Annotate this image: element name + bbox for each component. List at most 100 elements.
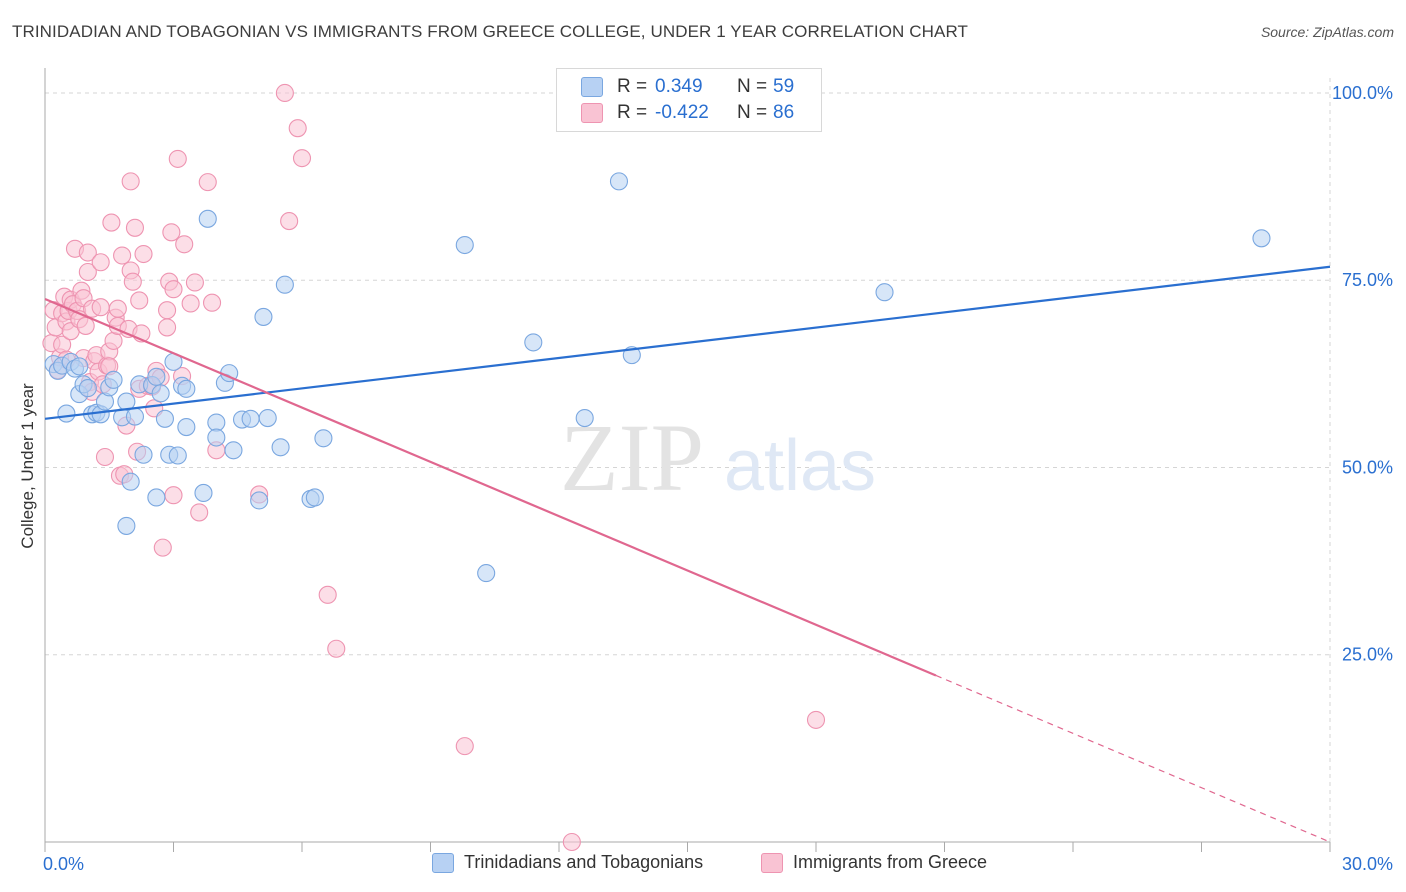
- greece-point: [164, 280, 183, 299]
- greece-point: [175, 235, 194, 254]
- greece-point: [275, 83, 294, 103]
- trinidad-point: [134, 445, 153, 464]
- y-tick-label: 50.0%: [1342, 457, 1393, 477]
- trendline-greece: [44, 297, 937, 677]
- greece-point: [168, 149, 187, 168]
- trinidad-point: [147, 488, 166, 507]
- greece-point: [203, 293, 222, 312]
- trinidad-point: [241, 409, 260, 428]
- greece-point: [104, 331, 123, 350]
- legend-label-trinidad: Trinidadians and Tobagonians: [464, 852, 704, 872]
- trinidad-point: [875, 283, 894, 302]
- trinidad-point: [78, 379, 97, 398]
- greece-point: [162, 223, 181, 242]
- trinidad-point: [70, 357, 89, 376]
- blue-swatch-icon: [581, 77, 603, 97]
- trinidad-point: [121, 472, 140, 491]
- trinidad-point: [524, 333, 543, 352]
- trinidad-point: [258, 409, 277, 428]
- greece-point: [123, 272, 142, 291]
- greece-point: [91, 253, 110, 272]
- greece-point: [806, 710, 826, 729]
- legend-label-greece: Immigrants from Greece: [793, 852, 988, 872]
- greece-point: [113, 246, 132, 265]
- greece-point: [158, 301, 177, 320]
- legend-item-trinidad: Trinidadians and Tobagonians: [432, 852, 703, 873]
- blue-swatch-icon: [432, 852, 454, 873]
- trinidad-point: [305, 488, 324, 507]
- trinidad-point: [168, 446, 187, 465]
- trinidad-point: [314, 429, 333, 448]
- trinidad-point: [155, 409, 174, 428]
- chart-source: Source: ZipAtlas.com: [1260, 24, 1394, 40]
- trinidad-point: [198, 209, 217, 228]
- tick-labels: 25.0% 50.0% 75.0% 100.0% 0.0% 30.0%: [43, 83, 1393, 874]
- greece-point: [288, 119, 307, 138]
- trinidad-point: [57, 404, 76, 423]
- trinidad-point: [224, 441, 243, 460]
- r-value-greece: -0.422: [655, 102, 709, 123]
- trinidad-point: [250, 491, 269, 510]
- trendline-trinidad: [44, 265, 1331, 420]
- legend-row-trinidad: R = 0.349 N = 59: [581, 75, 794, 99]
- legend-item-greece: Immigrants from Greece: [761, 852, 987, 873]
- greece-point: [121, 172, 140, 191]
- trinidad-point: [477, 564, 496, 583]
- x-tick-label: 0.0%: [43, 854, 84, 874]
- series-legend: Trinidadians and Tobagonians Immigrants …: [0, 852, 1406, 878]
- greece-point: [108, 299, 127, 318]
- greece-point: [95, 447, 115, 467]
- n-value-trinidad: 59: [773, 76, 795, 97]
- watermark-atlas: atlas: [724, 426, 876, 506]
- trinidad-point: [104, 370, 123, 389]
- greece-point: [190, 503, 209, 522]
- pink-swatch-icon: [581, 103, 603, 123]
- trinidad-point: [194, 483, 213, 503]
- trinidad-point: [271, 438, 290, 457]
- greece-point: [327, 639, 346, 658]
- r-label: R =: [617, 102, 648, 123]
- x-tick-label: 30.0%: [1342, 854, 1393, 874]
- trinidad-point: [147, 367, 166, 386]
- greece-point: [158, 318, 177, 337]
- trinidad-point: [609, 172, 629, 191]
- y-axis-label: College, Under 1 year: [18, 383, 37, 549]
- trinidad-point: [575, 409, 594, 428]
- y-tick-label: 100.0%: [1332, 83, 1393, 103]
- pink-swatch-icon: [761, 852, 783, 873]
- trinidad-point: [125, 407, 144, 426]
- greece-point: [318, 585, 337, 604]
- y-tick-label: 25.0%: [1342, 645, 1393, 665]
- trinidad-point: [455, 235, 474, 255]
- chart-title: TRINIDADIAN AND TOBAGONIAN VS IMMIGRANTS…: [12, 22, 969, 41]
- greece-point: [153, 538, 172, 557]
- greece-point: [164, 486, 183, 505]
- greece-point: [134, 244, 153, 264]
- greece-point: [102, 213, 121, 232]
- r-value-trinidad: 0.349: [655, 76, 703, 97]
- greece-point: [76, 316, 95, 335]
- greece-point: [455, 737, 474, 756]
- greece-point: [78, 262, 97, 282]
- greece-point: [185, 273, 204, 292]
- watermark: ZIP atlas: [560, 404, 876, 511]
- y-tick-label: 75.0%: [1342, 270, 1393, 290]
- greece-point: [125, 218, 144, 237]
- n-value-greece: 86: [773, 102, 795, 123]
- trinidad-point: [207, 428, 226, 447]
- series-trinidad-points: [44, 172, 1271, 583]
- trendline-greece-extrapolated: [935, 674, 1331, 843]
- greece-point: [78, 243, 97, 262]
- trinidad-point: [151, 384, 170, 403]
- correlation-legend: R = 0.349 N = 59 R = -0.422 N = 86: [556, 68, 822, 132]
- trinidad-point: [177, 417, 196, 437]
- greece-point: [91, 298, 110, 317]
- trend-lines: [44, 265, 1331, 843]
- greece-point: [280, 212, 299, 231]
- trinidad-point: [275, 275, 294, 294]
- greece-point: [130, 291, 149, 310]
- greece-point: [562, 832, 581, 852]
- greece-point: [292, 149, 312, 168]
- trinidad-point: [117, 516, 136, 535]
